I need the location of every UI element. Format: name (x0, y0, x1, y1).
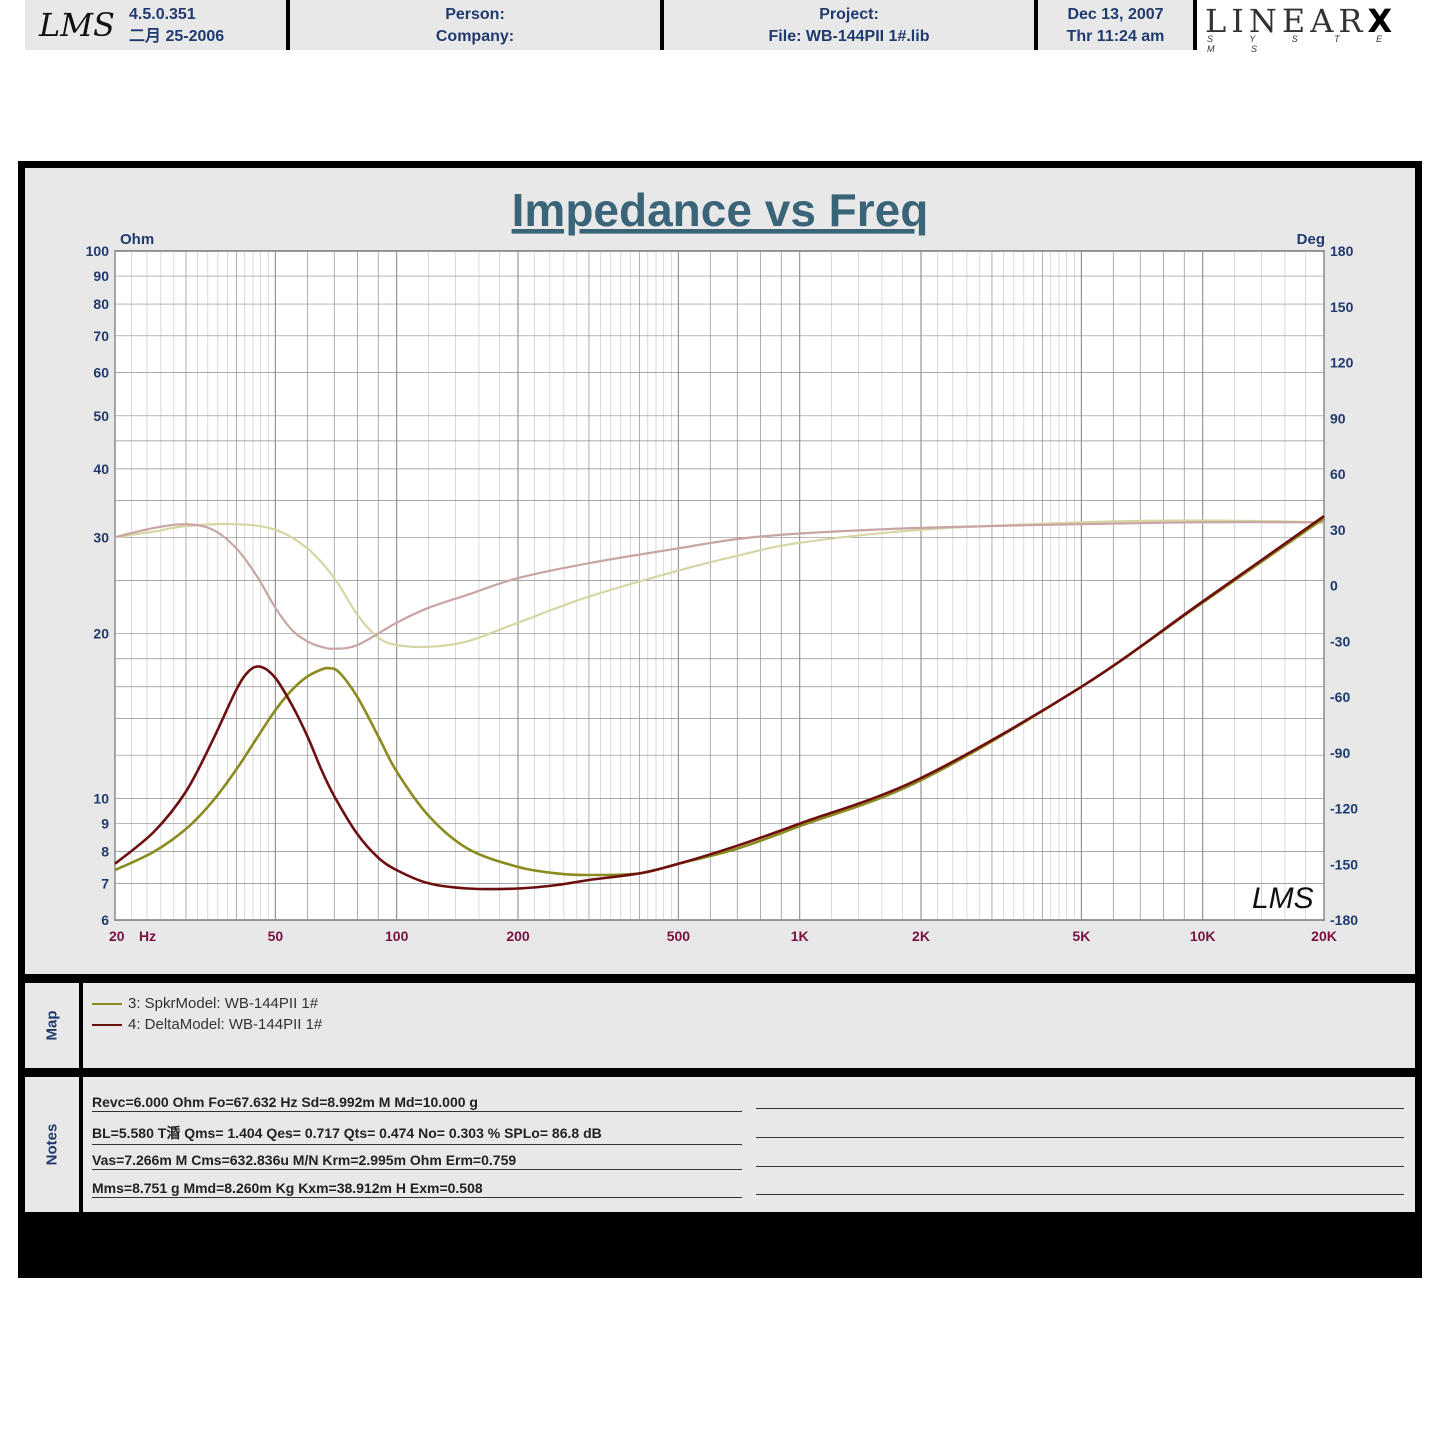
lms-watermark-text: LMS (1252, 882, 1314, 915)
x-unit-label: Hz (139, 928, 156, 944)
y-right-tick-label: 180 (1330, 243, 1354, 259)
impedance-chart: Impedance vs Freq Ohm Deg 10090807060504… (86, 184, 1359, 944)
footer-build-date: 二月 25-2006 (129, 28, 225, 45)
x-tick-label: 50 (268, 928, 284, 944)
x-tick-label: 200 (506, 928, 530, 944)
footer-time: Thr 11:24 am (1066, 28, 1165, 45)
tick-labels: 100 90 80 70 60 50 40 30 20 10 9 8 7 6 180 150 120 90 60 30… (86, 243, 1359, 944)
lms-watermark: LMS (1252, 882, 1314, 915)
y-right-tick-label: -120 (1330, 801, 1358, 817)
footer-file: File: WB-144PII 1#.lib (768, 28, 930, 45)
y-left-tick-label: 50 (93, 408, 109, 424)
footer-brand-cell: LINEARX S Y S T E M S (1197, 0, 1415, 54)
chart-panel: Impedance vs Freq Ohm Deg 100 90 80 70 60 50 4… (25, 168, 1415, 974)
y-right-tick-label: 150 (1330, 299, 1354, 315)
y-right-tick-label: 60 (1330, 466, 1346, 482)
brand-x: X (1367, 2, 1398, 40)
footer-company: Company: (435, 28, 515, 45)
legend-swatch (92, 1023, 122, 1026)
y-left-tick-label: 90 (93, 268, 109, 284)
plot-area (114, 250, 1325, 921)
impedance-curve (114, 515, 1325, 891)
series (114, 515, 1325, 891)
y-left-tick-label: 7 (101, 875, 109, 891)
footer-version-cell: LMS 4.5.0.351 二月 25-2006 (25, 0, 286, 50)
y-right-tick-label: 90 (1330, 410, 1346, 426)
y-left-tick-label: 60 (93, 364, 109, 380)
y-right-tick-label: 120 (1330, 355, 1354, 371)
brand-systems: S Y S T E M S (1207, 34, 1400, 54)
y-left-tick-label: 40 (93, 461, 109, 477)
footer-sep (1034, 0, 1038, 50)
footer-version: 4.5.0.351 (129, 6, 196, 23)
impedance-curve (114, 517, 1325, 877)
notes-divider (79, 1077, 83, 1212)
x-tick-label: 20K (1311, 928, 1337, 944)
y-left-tick-label: 70 (93, 328, 109, 344)
y-right-unit: Deg (1297, 231, 1325, 248)
footer-person-cell: Person: Company: (290, 0, 660, 50)
notes-panel: Notes Revc=6.000 Ohm Fo=67.632 Hz Sd=8.9… (25, 1077, 1415, 1212)
x-tick-label: 2K (912, 928, 930, 944)
x-tick-label: 500 (667, 928, 691, 944)
y-left-tick-label: 9 (101, 816, 109, 832)
legend-item-deltamodel[interactable]: 4: DeltaModel: WB-144PII 1# (92, 1016, 322, 1033)
map-label: Map (43, 1010, 61, 1041)
footer-project: Project: (819, 6, 879, 23)
footer-sep (1193, 0, 1197, 50)
footer-project-cell: Project: File: WB-144PII 1#.lib (664, 0, 1034, 50)
x-tick-label: 1K (791, 928, 809, 944)
y-right-tick-label: -150 (1330, 856, 1358, 872)
y-left-tick-label: 6 (101, 912, 109, 928)
y-right-tick-label: -90 (1330, 745, 1350, 761)
footer-sep (286, 0, 290, 50)
note-blank-3 (756, 1166, 1404, 1167)
grid (114, 250, 1325, 921)
legend-label: 4: DeltaModel: WB-144PII 1# (128, 1016, 323, 1033)
footer-sep (660, 0, 664, 50)
y-left-tick-label: 10 (93, 791, 109, 807)
x-tick-label: 10K (1190, 928, 1216, 944)
note-blank-2 (756, 1137, 1404, 1138)
x-tick-label: 5K (1072, 928, 1090, 944)
note-blank-1 (756, 1108, 1404, 1109)
y-left-tick-label: 30 (93, 529, 109, 545)
y-left-tick-label: 8 (101, 844, 109, 860)
brand-linear: LINEAR (1205, 2, 1368, 40)
footer-date-cell: Dec 13, 2007 Thr 11:24 am (1038, 0, 1193, 50)
y-right-tick-label: -180 (1330, 912, 1358, 928)
y-right-tick-label: -30 (1330, 633, 1350, 649)
notes-label: Notes (43, 1123, 61, 1166)
brand-logo: LINEARX (1205, 2, 1397, 40)
footer-top-border (25, 1212, 1415, 1221)
phase-curve (114, 521, 1325, 650)
legend-item-spkrmodel[interactable]: 3: SpkrModel: WB-144PII 1# (92, 995, 318, 1012)
note-blank-4 (756, 1194, 1404, 1195)
legend-swatch (92, 1002, 122, 1005)
note-line-2: BL=5.580 T涽 Qms= 1.404 Qes= 0.717 Qts= 0… (92, 1123, 742, 1145)
y-left-tick-label: 100 (86, 243, 110, 259)
y-right-tick-label: 0 (1330, 578, 1338, 594)
y-right-tick-label: 30 (1330, 522, 1346, 538)
footer-date: Dec 13, 2007 (1067, 6, 1164, 23)
footer-person: Person: (445, 6, 505, 23)
note-line-3: Vas=7.266m M Cms=632.836u M/N Krm=2.995m… (92, 1152, 742, 1170)
map-divider (79, 983, 83, 1068)
chart-title: Impedance vs Freq (512, 184, 929, 236)
note-line-1: Revc=6.000 Ohm Fo=67.632 Hz Sd=8.992m M … (92, 1094, 742, 1112)
y-left-tick-label: 20 (93, 626, 109, 642)
map-panel: Map 3: SpkrModel: WB-144PII 1# 4: DeltaM… (25, 983, 1415, 1068)
note-line-4: Mms=8.751 g Mmd=8.260m Kg Kxm=38.912m H … (92, 1180, 742, 1198)
y-left-unit: Ohm (120, 231, 154, 248)
footer-lms-logo: LMS (39, 6, 115, 44)
x-tick-label: 20 (109, 928, 125, 944)
y-left-tick-label: 80 (93, 296, 109, 312)
legend-label: 3: SpkrModel: WB-144PII 1# (128, 995, 319, 1012)
y-right-tick-label: -60 (1330, 689, 1350, 705)
x-tick-label: 100 (385, 928, 409, 944)
